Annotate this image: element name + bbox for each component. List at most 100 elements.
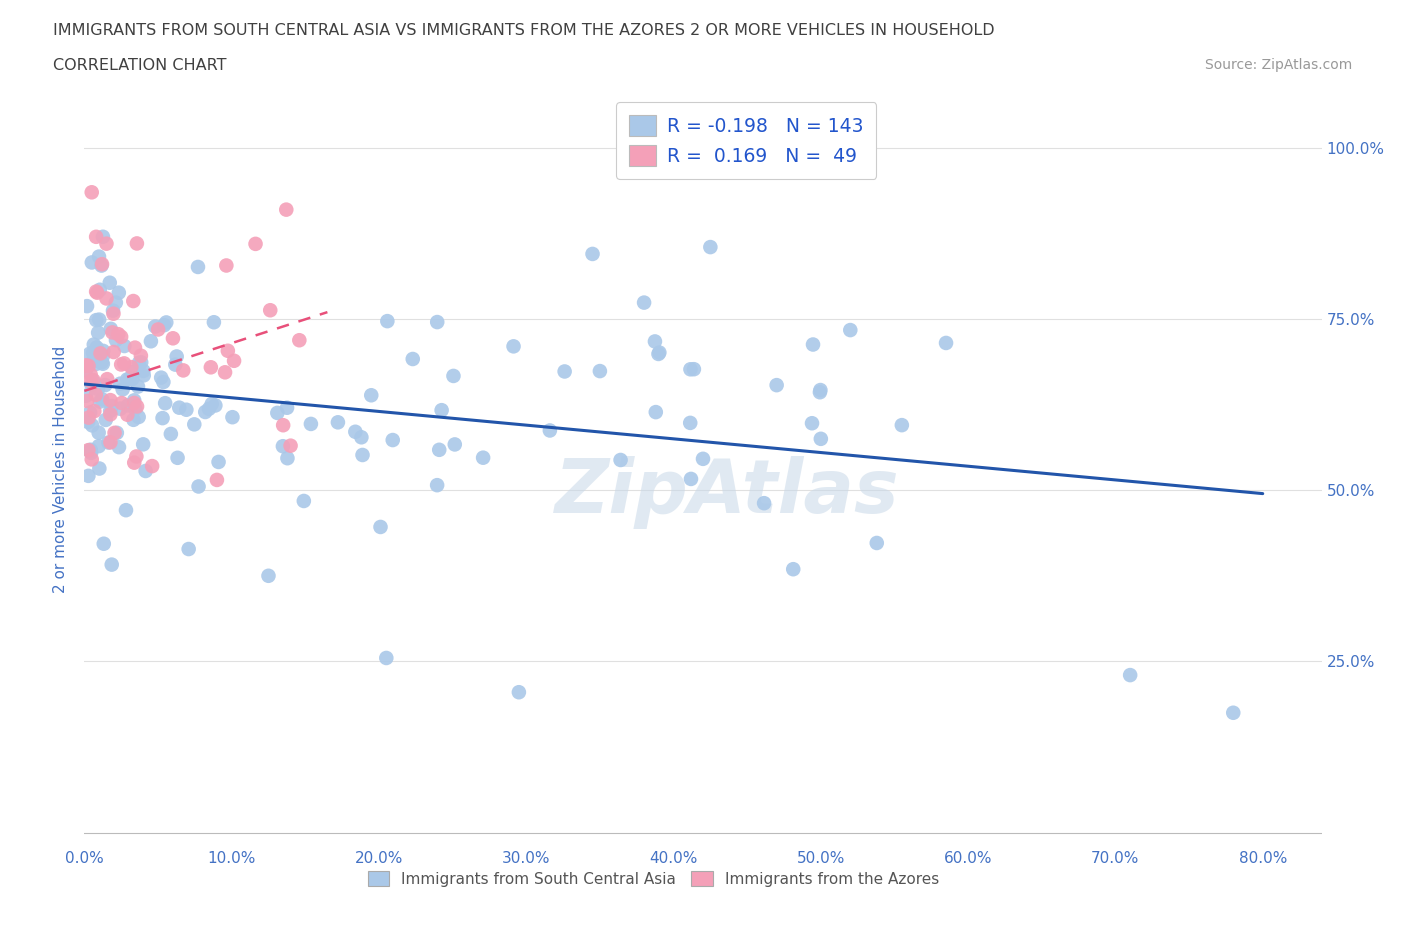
- Point: [150, 370, 173, 385]
- Point: [679, 472, 702, 486]
- Point: [752, 496, 775, 511]
- Point: [87, 439, 110, 454]
- Point: [93, 537, 115, 551]
- Point: [221, 410, 243, 425]
- Point: [808, 385, 831, 400]
- Point: [350, 430, 373, 445]
- Point: [201, 396, 224, 411]
- Text: IMMIGRANTS FROM SOUTH CENTRAL ASIA VS IMMIGRANTS FROM THE AZORES 2 OR MORE VEHIC: IMMIGRANTS FROM SOUTH CENTRAL ASIA VS IM…: [53, 23, 995, 38]
- Point: [84, 312, 107, 327]
- Point: [538, 423, 561, 438]
- Point: [644, 405, 666, 419]
- Point: [103, 425, 125, 440]
- Point: [217, 343, 239, 358]
- Point: [79, 374, 101, 389]
- Point: [90, 259, 112, 273]
- Point: [83, 337, 105, 352]
- Point: [76, 393, 98, 408]
- Point: [100, 322, 122, 337]
- Point: [98, 392, 121, 407]
- Point: [172, 363, 194, 378]
- Point: [810, 382, 832, 397]
- Point: [84, 230, 107, 245]
- Point: [110, 329, 132, 344]
- Point: [94, 378, 117, 392]
- Point: [80, 378, 103, 392]
- Point: [91, 349, 114, 364]
- Point: [101, 303, 124, 318]
- Point: [122, 392, 145, 407]
- Point: [105, 425, 128, 440]
- Point: [426, 314, 449, 329]
- Point: [245, 236, 267, 251]
- Point: [79, 346, 101, 361]
- Point: [125, 449, 148, 464]
- Point: [100, 557, 122, 572]
- Point: [370, 520, 392, 535]
- Point: [91, 230, 114, 245]
- Point: [120, 360, 142, 375]
- Point: [200, 360, 222, 375]
- Point: [589, 364, 612, 379]
- Point: [87, 249, 110, 264]
- Legend: Immigrants from South Central Asia, Immigrants from the Azores: Immigrants from South Central Asia, Immi…: [361, 865, 945, 893]
- Point: [118, 371, 141, 386]
- Point: [299, 417, 322, 432]
- Point: [80, 452, 103, 467]
- Point: [79, 444, 101, 458]
- Text: ZipAtlas: ZipAtlas: [555, 456, 900, 529]
- Point: [202, 314, 225, 329]
- Point: [782, 562, 804, 577]
- Point: [644, 334, 666, 349]
- Point: [84, 357, 107, 372]
- Point: [155, 315, 177, 330]
- Point: [96, 291, 118, 306]
- Point: [129, 355, 152, 370]
- Point: [204, 398, 226, 413]
- Point: [75, 358, 97, 373]
- Point: [153, 318, 176, 333]
- Point: [162, 331, 184, 346]
- Point: [167, 400, 190, 415]
- Point: [271, 439, 294, 454]
- Point: [801, 416, 824, 431]
- Point: [77, 415, 100, 430]
- Point: [152, 375, 174, 390]
- Point: [139, 334, 162, 349]
- Point: [97, 435, 120, 450]
- Point: [77, 469, 100, 484]
- Point: [1222, 705, 1244, 720]
- Point: [122, 294, 145, 309]
- Point: [107, 326, 129, 341]
- Point: [153, 396, 176, 411]
- Point: [89, 346, 111, 361]
- Point: [128, 409, 150, 424]
- Point: [84, 285, 107, 299]
- Point: [83, 404, 105, 418]
- Point: [91, 257, 114, 272]
- Point: [132, 368, 155, 383]
- Point: [104, 295, 127, 310]
- Point: [402, 352, 425, 366]
- Point: [77, 443, 100, 458]
- Point: [82, 373, 104, 388]
- Point: [89, 461, 111, 476]
- Point: [647, 347, 669, 362]
- Point: [276, 451, 298, 466]
- Point: [935, 336, 957, 351]
- Point: [108, 401, 131, 416]
- Point: [103, 345, 125, 360]
- Point: [79, 367, 101, 382]
- Point: [84, 388, 107, 403]
- Point: [472, 450, 495, 465]
- Point: [166, 450, 188, 465]
- Point: [427, 443, 450, 458]
- Point: [381, 432, 404, 447]
- Point: [87, 326, 110, 340]
- Point: [82, 418, 104, 432]
- Point: [377, 313, 399, 328]
- Point: [115, 372, 138, 387]
- Point: [117, 398, 139, 413]
- Point: [215, 258, 238, 272]
- Point: [152, 411, 174, 426]
